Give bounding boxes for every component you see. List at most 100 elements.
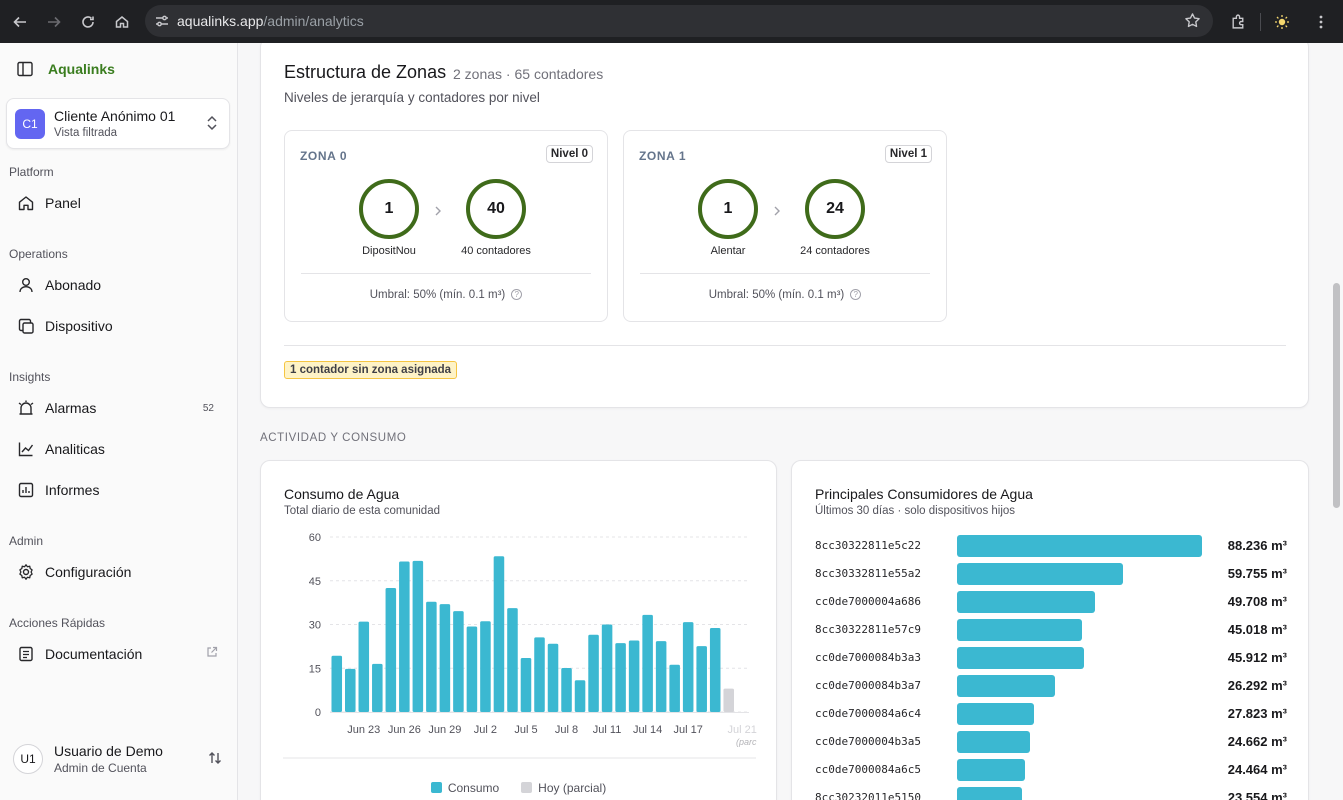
chart-bar xyxy=(561,667,572,712)
list-item[interactable]: cc0de7000084b3a7 26.292 m³ xyxy=(815,675,1287,697)
legend-swatch xyxy=(430,782,442,793)
chart-bar xyxy=(696,646,707,712)
scrollbar[interactable] xyxy=(1330,43,1343,800)
threshold-text: Umbral: 50% (mín. 0.1 m³) xyxy=(708,289,845,301)
consumer-bar xyxy=(957,563,1123,585)
sidebar-item-alarmas[interactable]: Alarmas 52 xyxy=(8,391,230,425)
x-tick-label: Jul 11 xyxy=(593,724,622,736)
legend-item-consumo[interactable]: Consumo xyxy=(430,781,499,795)
alarm-count-badge: 52 xyxy=(202,402,214,414)
list-item[interactable]: cc0de7000004b3a5 24.662 m³ xyxy=(815,731,1287,753)
sidebar-item-label: Documentación xyxy=(45,646,143,662)
more-menu-icon[interactable] xyxy=(1299,15,1343,29)
client-name: Cliente Anónimo 01 xyxy=(54,108,176,124)
meter-count-ring: 40 xyxy=(466,179,526,239)
list-item[interactable]: cc0de7000084a6c4 27.823 m³ xyxy=(815,703,1287,725)
main-content: Estructura de Zonas 2 zonas · 65 contado… xyxy=(239,43,1330,800)
zone-card: ZONA 1 Nivel 1 1 Alentar 24 24 contadore… xyxy=(623,130,947,322)
sidebar-item-panel[interactable]: Panel xyxy=(8,186,230,220)
consumer-id: cc0de7000084a6c5 xyxy=(815,763,921,776)
list-item[interactable]: cc0de7000004a686 49.708 m³ xyxy=(815,591,1287,613)
group-label-platform: Platform xyxy=(9,165,54,179)
help-icon[interactable]: ? xyxy=(511,289,523,300)
bookmark-star-icon[interactable] xyxy=(1184,12,1201,34)
sidebar-item-label: Abonado xyxy=(45,277,102,293)
consumer-value: 24.464 m³ xyxy=(1227,762,1287,777)
sidebar-item-analiticas[interactable]: Analiticas xyxy=(8,432,230,466)
user-role: Admin de Cuenta xyxy=(54,761,147,775)
chart-bar xyxy=(453,611,464,712)
consumer-bar xyxy=(957,619,1082,641)
chart-bar xyxy=(372,663,383,712)
sidebar-header: Aqualinks xyxy=(16,60,115,78)
list-item[interactable]: 8cc30332811e55a2 59.755 m³ xyxy=(815,563,1287,585)
y-tick-label: 60 xyxy=(309,532,321,544)
x-tick-sublabel: (parc xyxy=(736,737,757,747)
back-icon[interactable] xyxy=(4,6,36,38)
root-label: DipositNou xyxy=(362,245,416,257)
group-label-insights: Insights xyxy=(9,370,51,384)
address-bar[interactable]: aqualinks.app/admin/analytics xyxy=(145,5,1213,37)
chart-bar xyxy=(601,624,613,712)
chart-bar xyxy=(615,643,626,712)
chart-bar xyxy=(547,643,559,712)
sidebar-item-configuracion[interactable]: Configuración xyxy=(8,555,230,589)
list-item[interactable]: 8cc30322811e57c9 45.018 m³ xyxy=(815,619,1287,641)
chart-bar xyxy=(399,561,410,712)
switch-arrows-icon xyxy=(208,750,222,771)
consumer-bar xyxy=(957,731,1030,753)
sidebar-item-abonado[interactable]: Abonado xyxy=(8,268,230,302)
site-settings-icon[interactable] xyxy=(147,13,177,29)
user-icon xyxy=(17,276,45,294)
zone-level-badge: Nivel 1 xyxy=(884,145,932,163)
consumer-id: cc0de7000004a686 xyxy=(815,595,921,608)
device-icon xyxy=(17,317,45,335)
x-tick-label: Jul 21 xyxy=(728,724,757,736)
user-name: Usuario de Demo xyxy=(54,743,163,759)
extensions-icon[interactable] xyxy=(1221,13,1255,30)
chart-bar xyxy=(439,604,451,712)
list-item[interactable]: cc0de7000084a6c5 24.464 m³ xyxy=(815,759,1287,781)
forward-icon[interactable] xyxy=(38,6,70,38)
theme-sun-icon[interactable] xyxy=(1265,14,1299,30)
chart-bar xyxy=(682,622,694,712)
meter-count-ring: 24 xyxy=(805,179,865,239)
chevron-right-icon xyxy=(772,204,782,222)
zone-structure-subtitle: Niveles de jerarquía y contadores por ni… xyxy=(284,90,540,105)
water-consumption-card: Consumo de Agua Total diario de esta com… xyxy=(260,460,777,800)
chart-legend: Consumo Hoy (parcial) xyxy=(261,781,776,795)
divider xyxy=(284,345,1286,346)
sidebar-item-dispositivo[interactable]: Dispositivo xyxy=(8,309,230,343)
reload-icon[interactable] xyxy=(72,6,104,38)
user-menu[interactable]: U1 Usuario de Demo Admin de Cuenta xyxy=(0,732,238,800)
chart-bar xyxy=(655,641,667,712)
help-icon[interactable]: ? xyxy=(850,289,862,300)
chart-bar xyxy=(588,634,599,712)
chart-bar xyxy=(426,601,437,712)
list-item[interactable]: 8cc30322811e5c22 88.236 m³ xyxy=(815,535,1287,557)
client-switcher[interactable]: C1 Cliente Anónimo 01 Vista filtrada xyxy=(6,98,230,149)
chart-bar xyxy=(534,637,545,712)
list-item[interactable]: cc0de7000084b3a3 45.912 m³ xyxy=(815,647,1287,669)
document-icon xyxy=(17,645,45,663)
y-tick-label: 45 xyxy=(309,576,321,588)
sidebar-item-documentacion[interactable]: Documentación xyxy=(8,637,230,671)
alarm-icon xyxy=(17,399,45,417)
sidebar-item-label: Alarmas xyxy=(45,400,97,416)
y-tick-label: 30 xyxy=(309,620,321,632)
legend-item-hoy[interactable]: Hoy (parcial) xyxy=(521,781,606,795)
sidebar: Aqualinks C1 Cliente Anónimo 01 Vista fi… xyxy=(0,43,238,800)
zone-card: ZONA 0 Nivel 0 1 DipositNou 40 40 contad… xyxy=(284,130,608,322)
gear-icon xyxy=(17,563,45,581)
list-item[interactable]: 8cc30232011e5150 23.554 m³ xyxy=(815,787,1287,800)
home-icon[interactable] xyxy=(106,6,138,38)
unassigned-meters-badge[interactable]: 1 contador sin zona asignada xyxy=(284,361,458,379)
consumer-value: 59.755 m³ xyxy=(1227,566,1287,581)
sidebar-toggle-icon[interactable] xyxy=(16,60,34,78)
scrollbar-thumb[interactable] xyxy=(1333,283,1340,508)
zone-structure-card: Estructura de Zonas 2 zonas · 65 contado… xyxy=(260,43,1309,408)
threshold-text: Umbral: 50% (mín. 0.1 m³) xyxy=(369,289,506,301)
sidebar-item-informes[interactable]: Informes xyxy=(8,473,230,507)
avatar: U1 xyxy=(13,744,43,774)
chart-bar xyxy=(669,664,680,712)
